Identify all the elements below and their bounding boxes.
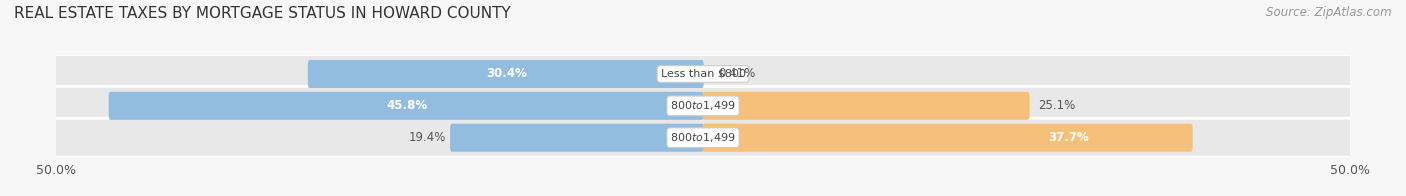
FancyBboxPatch shape [308,60,703,88]
Text: 37.7%: 37.7% [1049,131,1090,144]
Text: Less than $800: Less than $800 [661,69,745,79]
FancyBboxPatch shape [52,54,1354,93]
Text: 25.1%: 25.1% [1038,99,1076,112]
Text: Source: ZipAtlas.com: Source: ZipAtlas.com [1267,6,1392,19]
Text: 30.4%: 30.4% [486,67,527,81]
Legend: Without Mortgage, With Mortgage: Without Mortgage, With Mortgage [565,191,841,196]
Text: 0.41%: 0.41% [718,67,756,81]
FancyBboxPatch shape [703,92,1029,120]
FancyBboxPatch shape [52,118,1354,157]
FancyBboxPatch shape [52,86,1354,125]
FancyBboxPatch shape [108,92,703,120]
Text: 19.4%: 19.4% [408,131,446,144]
Text: $800 to $1,499: $800 to $1,499 [671,131,735,144]
FancyBboxPatch shape [703,124,1192,152]
Text: REAL ESTATE TAXES BY MORTGAGE STATUS IN HOWARD COUNTY: REAL ESTATE TAXES BY MORTGAGE STATUS IN … [14,6,510,21]
FancyBboxPatch shape [450,124,703,152]
Text: 45.8%: 45.8% [387,99,427,112]
Text: $800 to $1,499: $800 to $1,499 [671,99,735,112]
